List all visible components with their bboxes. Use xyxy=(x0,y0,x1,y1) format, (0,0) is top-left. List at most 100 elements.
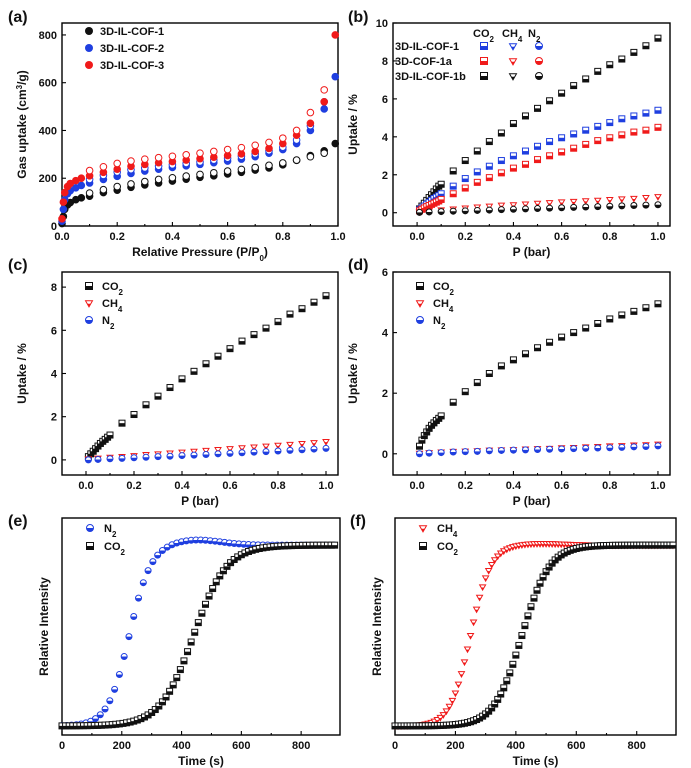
data-point-half xyxy=(438,184,445,188)
data-point-half xyxy=(508,548,512,551)
data-point-half xyxy=(435,720,439,723)
x-tick-label: 0.0 xyxy=(78,480,93,492)
x-tick-label: 0.4 xyxy=(506,480,522,492)
data-point-half xyxy=(430,422,437,426)
panel-label: (a) xyxy=(8,9,28,26)
data-point xyxy=(454,681,463,689)
data-point-half xyxy=(556,544,560,548)
legend-marker-half xyxy=(480,61,488,65)
data-point-half xyxy=(127,722,134,726)
legend-marker-half xyxy=(85,286,93,290)
text-part: 2 xyxy=(450,288,455,297)
data-point-half xyxy=(275,321,281,325)
data-point-half xyxy=(582,144,589,148)
data-point xyxy=(654,194,662,201)
data-point xyxy=(99,162,108,171)
data-point-half xyxy=(112,724,119,728)
data-point xyxy=(58,215,66,223)
data-point-half xyxy=(486,141,493,145)
data-point-half xyxy=(462,451,469,455)
legend-marker-half xyxy=(418,303,422,307)
data-point-half xyxy=(498,160,505,164)
data-point-half xyxy=(180,660,187,664)
data-point-half xyxy=(459,674,463,677)
data-point-half xyxy=(159,550,166,554)
data-point-half xyxy=(594,140,601,144)
data-point-half xyxy=(506,672,513,676)
data-point-half xyxy=(292,545,299,549)
legend-header: CO2 xyxy=(473,28,495,44)
data-point-half xyxy=(116,723,123,727)
data-point-half xyxy=(488,707,495,711)
data-point-half xyxy=(534,208,541,212)
data-point xyxy=(196,149,204,157)
data-point-half xyxy=(522,115,529,119)
x-axis-label: P (bar) xyxy=(181,494,219,508)
data-point-half xyxy=(478,597,482,601)
data-point-half xyxy=(522,151,529,155)
data-point-half xyxy=(642,205,649,209)
data-point-half xyxy=(275,451,281,455)
data-point xyxy=(77,174,86,183)
data-point-half xyxy=(558,207,565,211)
data-point-half xyxy=(155,396,161,400)
data-point-half xyxy=(224,566,231,570)
data-point-half xyxy=(66,725,73,729)
data-point-half xyxy=(582,448,589,452)
data-point-half xyxy=(486,450,493,454)
x-tick-label: 600 xyxy=(232,740,250,752)
data-point-half xyxy=(130,616,137,620)
data-point-half xyxy=(433,189,440,193)
y-tick-label: 4 xyxy=(382,328,389,340)
data-point-half xyxy=(85,459,92,463)
series-co2 xyxy=(58,541,339,730)
data-point-half xyxy=(565,544,569,548)
data-point-half xyxy=(438,193,445,197)
data-point-half xyxy=(299,449,305,453)
text-part: N xyxy=(528,28,536,40)
data-point-half xyxy=(92,448,99,452)
y-axis-label: Relative Intensity xyxy=(370,577,384,676)
y-tick-label: 10 xyxy=(376,18,388,30)
data-point-half xyxy=(474,182,481,186)
data-point-half xyxy=(534,590,541,594)
data-point-half xyxy=(251,334,257,338)
legend-row-label: 3D-IL-COF-1 xyxy=(395,41,459,53)
data-point xyxy=(99,185,108,194)
x-tick-label: 0.0 xyxy=(54,231,69,243)
text-part: /g) xyxy=(15,70,29,85)
y-tick-label: 600 xyxy=(39,78,57,90)
legend-label: CO2 xyxy=(102,281,124,297)
series-co2 xyxy=(84,292,330,461)
data-point-half xyxy=(486,210,493,214)
data-point-half xyxy=(95,446,101,450)
legend-label: CH4 xyxy=(433,298,454,314)
data-point xyxy=(306,108,315,117)
data-point-half xyxy=(474,171,481,175)
y-tick-label: 6 xyxy=(382,267,388,279)
x-tick-label: 600 xyxy=(567,740,585,752)
data-point-half xyxy=(215,453,221,457)
data-point xyxy=(569,198,578,206)
data-point-half xyxy=(209,588,216,592)
data-point-half xyxy=(149,561,156,565)
x-tick-label: 0.6 xyxy=(554,231,569,243)
data-point xyxy=(237,165,246,174)
x-tick-label: 0.2 xyxy=(458,480,473,492)
data-point-half xyxy=(582,78,589,82)
data-point-half xyxy=(198,613,205,617)
data-point-half xyxy=(155,706,162,710)
data-point xyxy=(214,447,222,454)
data-point-half xyxy=(642,307,649,311)
data-point-half xyxy=(91,725,98,729)
x-tick-label: 0.4 xyxy=(174,480,190,492)
data-point-half xyxy=(505,549,509,553)
data-point-half xyxy=(195,622,202,626)
data-point-half xyxy=(426,428,433,432)
data-point-half xyxy=(450,170,457,174)
data-point xyxy=(251,147,259,156)
data-point-half xyxy=(522,164,529,168)
data-point-half xyxy=(164,547,171,551)
data-point-half xyxy=(541,544,545,547)
y-tick-label: 0 xyxy=(51,455,57,467)
